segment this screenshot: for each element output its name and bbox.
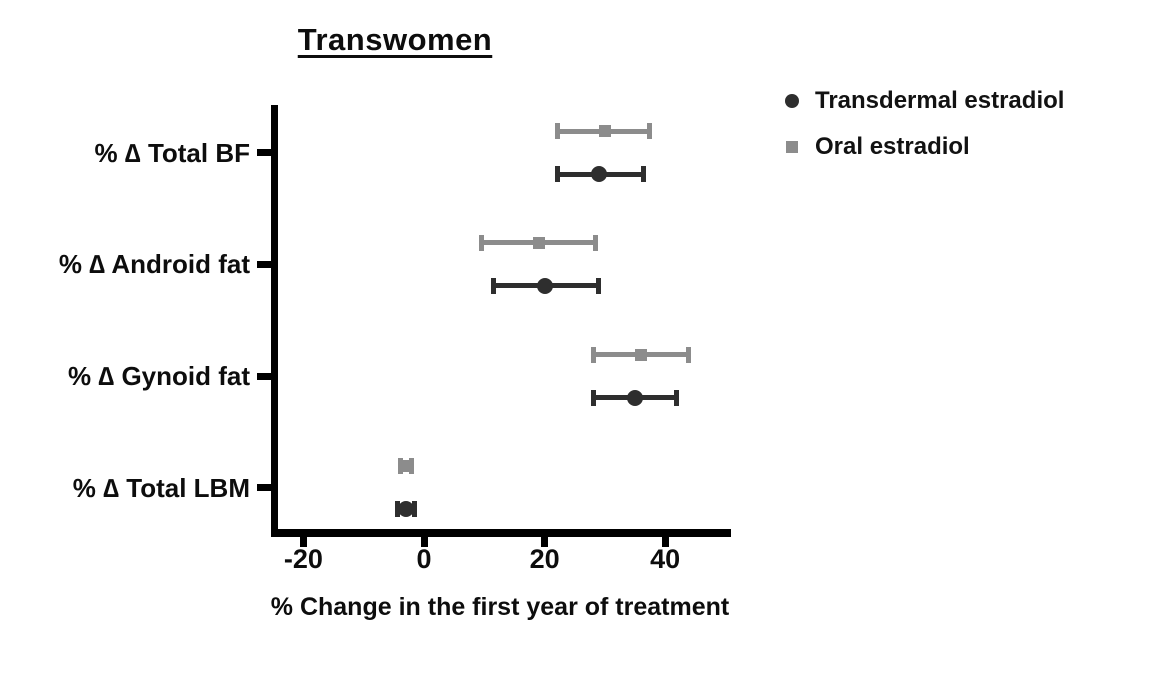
data-point-marker: [532, 236, 545, 249]
error-bar-cap: [394, 501, 400, 518]
data-point-marker: [627, 389, 644, 406]
error-bar-cap: [647, 123, 653, 139]
x-tick: [661, 537, 669, 547]
x-tick-label: 20: [529, 544, 560, 574]
x-tick: [299, 537, 307, 547]
error-bar-cap: [590, 389, 596, 406]
error-bar-cap: [479, 234, 485, 251]
error-bar-cap: [686, 346, 692, 363]
x-tick-label: 0: [416, 544, 432, 574]
legend-item-transdermal: Transdermal estradiol: [785, 85, 1064, 117]
legend-label: Oral estradiol: [815, 133, 970, 160]
data-point-marker: [536, 277, 553, 294]
chart-title: Transwomen: [297, 22, 493, 57]
category-label: % ∆ Android fat: [58, 249, 250, 280]
category-label: % ∆ Gynoid fat: [67, 361, 250, 392]
error-bar-cap: [592, 234, 598, 251]
x-tick: [420, 537, 428, 547]
error-bar-cap: [554, 166, 560, 182]
legend-item-oral: Oral estradiol: [785, 131, 1064, 163]
category-label: % ∆ Total LBM: [72, 472, 250, 503]
category-tick: [257, 372, 271, 380]
category-label: % ∆ Total BF: [94, 137, 250, 168]
error-bar-cap: [590, 346, 596, 363]
data-point-marker: [399, 460, 412, 473]
legend: Transdermal estradiol Oral estradiol: [785, 85, 1064, 177]
error-bar-cap: [674, 389, 680, 406]
x-axis-title: % Change in the first year of treatment: [270, 593, 730, 621]
data-point-marker: [397, 501, 414, 518]
data-point-marker: [635, 348, 648, 361]
category-tick: [257, 484, 271, 492]
category-tick: [257, 149, 271, 156]
error-bar-cap: [595, 277, 601, 294]
square-marker-icon: [786, 141, 798, 153]
data-point-marker: [590, 166, 607, 182]
error-bar-cap: [411, 501, 417, 518]
x-tick-label: 40: [650, 544, 681, 574]
error-bar-cap: [491, 277, 497, 294]
x-tick: [541, 537, 549, 547]
y-axis-line: [271, 105, 278, 537]
error-bar-cap: [641, 166, 647, 182]
legend-label: Transdermal estradiol: [815, 87, 1065, 114]
error-bar-cap: [554, 123, 560, 139]
circle-marker-icon: [785, 94, 799, 108]
x-tick-label: -20: [283, 544, 323, 574]
category-tick: [257, 260, 271, 268]
data-point-marker: [598, 125, 611, 137]
x-axis-line: [271, 529, 731, 537]
